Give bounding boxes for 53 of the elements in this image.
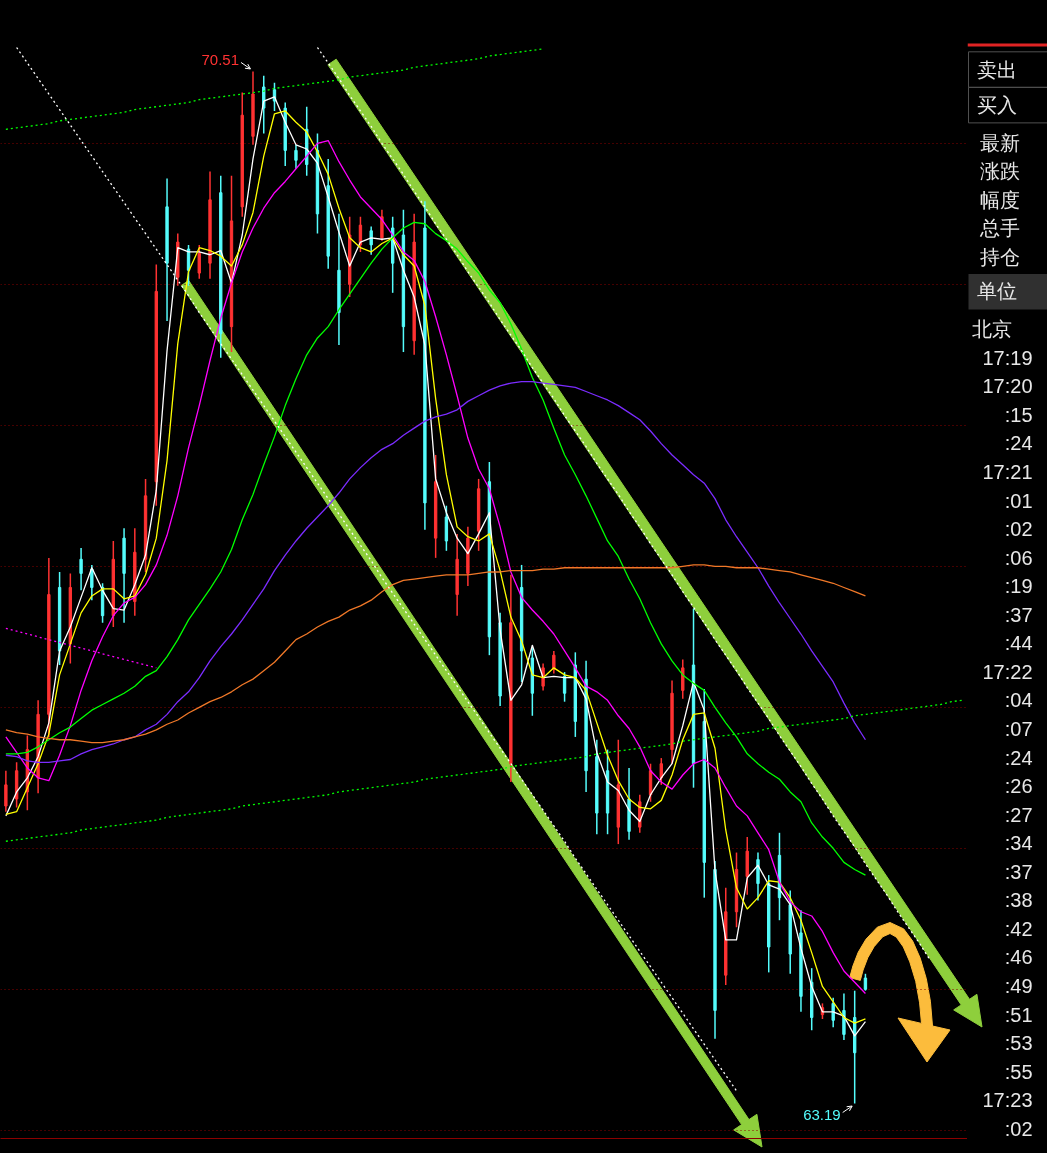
candlestick [79,547,83,592]
text: 17:23 [982,1089,1033,1112]
text: 涨跌 [979,160,1020,183]
text: :01 [1004,489,1033,512]
text: :37 [1004,603,1033,626]
text: :06 [1004,546,1033,569]
text: :51 [1004,1003,1033,1026]
candlestick [444,504,449,552]
text: :44 [1004,632,1033,655]
text: :55 [1004,1060,1033,1083]
candlestick [197,244,201,280]
text: 最新 [979,131,1020,154]
text: :24 [1004,432,1033,455]
candlestick [756,851,760,902]
text: 北京 [971,318,1012,341]
text: :26 [1004,775,1033,798]
candlestick [380,208,384,242]
text: :24 [1004,746,1033,769]
text: :15 [1004,403,1033,426]
text: :02 [1004,1117,1033,1140]
text: 17:21 [982,461,1033,484]
text: :07 [1004,717,1033,740]
text: :34 [1004,832,1033,855]
text: :04 [1004,689,1033,712]
text: 卖出 [976,58,1017,81]
candlestick [831,997,835,1029]
candlestick [369,225,373,256]
text: 持仓 [979,246,1020,269]
text: 17:22 [982,660,1033,683]
text: 单位 [976,279,1017,302]
text: :46 [1004,946,1033,969]
candlestick [262,74,266,135]
text: 70.51 [201,51,239,69]
text: 17:20 [982,375,1033,398]
text: 幅度 [979,188,1020,211]
text: 17:19 [982,346,1033,369]
candlestick [4,770,8,813]
candlestick [294,144,298,170]
candlestick [659,757,663,786]
text: 总手 [978,217,1020,240]
candlestick [842,992,846,1041]
text: 63.19 [803,1105,841,1123]
candlestick [681,658,685,700]
text: :38 [1004,889,1033,912]
text: :53 [1004,1032,1033,1055]
text: :02 [1004,518,1033,541]
text: :27 [1004,803,1033,826]
text: 买入 [976,94,1017,117]
candlestick [90,564,94,601]
text: :42 [1004,917,1033,940]
text: :19 [1004,575,1033,598]
text: :37 [1004,860,1033,883]
text: :49 [1004,974,1033,997]
